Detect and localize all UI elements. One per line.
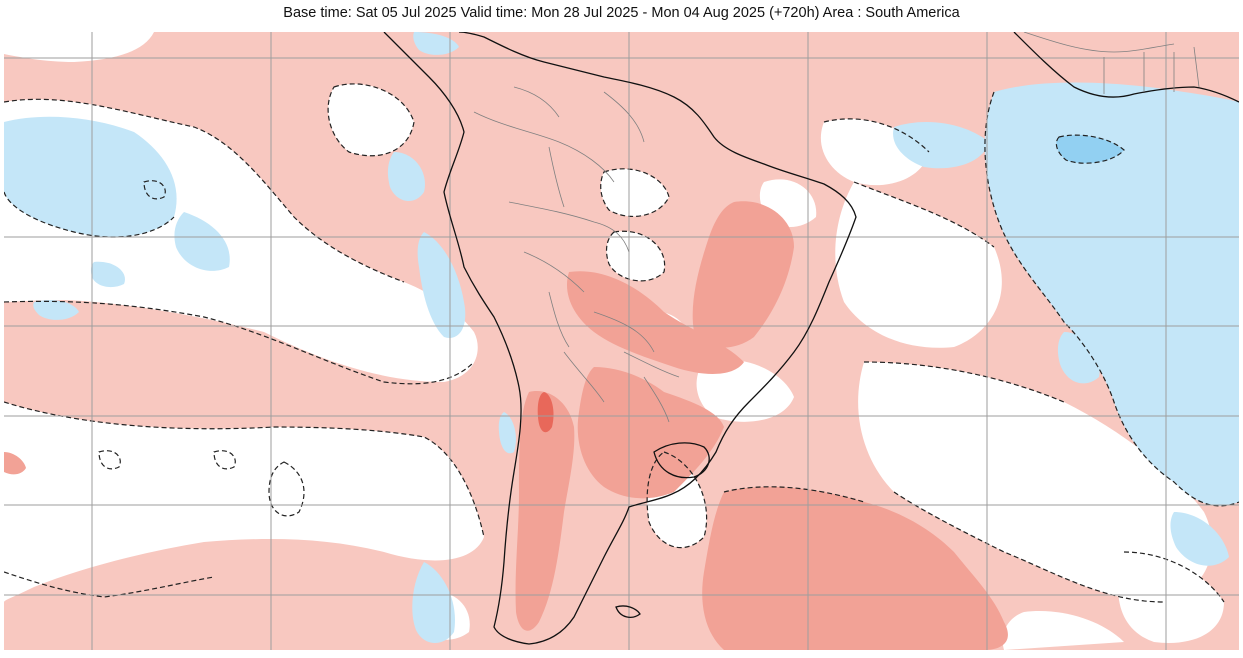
- warm-anomaly-medium: [4, 201, 1008, 650]
- warm-anomaly-strong: [537, 392, 554, 433]
- coastline: [383, 32, 1239, 645]
- africa-borders: [1023, 32, 1200, 94]
- map-title: Base time: Sat 05 Jul 2025 Valid time: M…: [283, 5, 960, 21]
- cool-anomaly-regions: [4, 32, 1239, 644]
- gridlines: [4, 32, 1239, 650]
- country-borders: [473, 86, 680, 423]
- neutral-regions: [4, 32, 1224, 650]
- anomaly-map: [4, 32, 1239, 650]
- cool-anomaly-strong: [1056, 135, 1124, 164]
